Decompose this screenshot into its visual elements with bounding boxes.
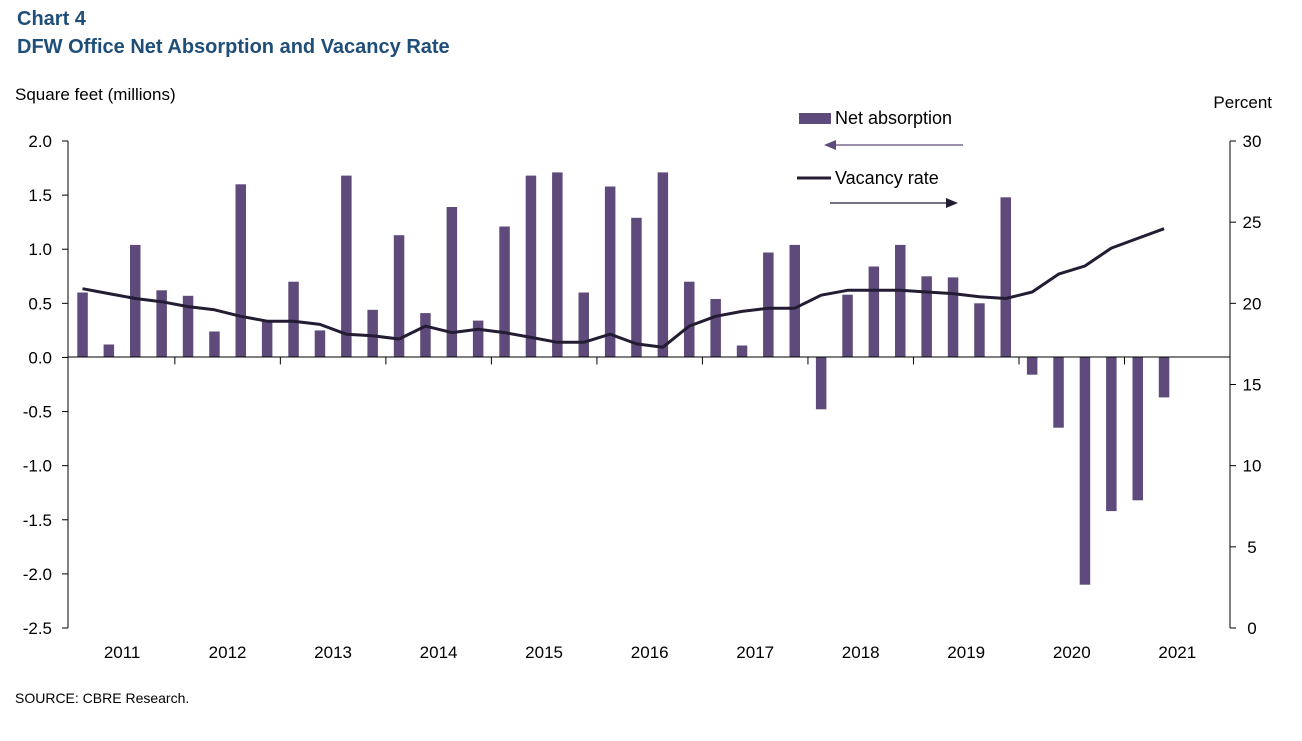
legend-bar-label: Net absorption bbox=[835, 108, 952, 128]
net-absorption-bar bbox=[684, 281, 695, 358]
net-absorption-bar bbox=[921, 276, 932, 358]
source-note: SOURCE: CBRE Research. bbox=[15, 690, 190, 706]
year-tick-label: 2015 bbox=[525, 643, 563, 662]
year-tick-label: 2020 bbox=[1053, 643, 1091, 662]
net-absorption-bar bbox=[895, 244, 906, 358]
right-tick-label: 5 bbox=[1247, 538, 1256, 557]
net-absorption-bar bbox=[1132, 357, 1143, 501]
left-tick-label: 1.5 bbox=[28, 186, 52, 205]
left-tick-label: -2.0 bbox=[23, 565, 52, 584]
right-tick-label: 15 bbox=[1243, 376, 1262, 395]
vacancy-rate-line bbox=[82, 227, 1165, 349]
net-absorption-bar bbox=[314, 330, 326, 358]
net-absorption-bar bbox=[130, 244, 141, 358]
net-absorption-bar bbox=[868, 266, 880, 358]
net-absorption-bar bbox=[789, 244, 800, 358]
net-absorption-bar bbox=[156, 290, 167, 358]
year-tick-label: 2016 bbox=[631, 643, 669, 662]
net-absorption-bar bbox=[182, 295, 194, 358]
left-tick-label: -1.0 bbox=[23, 457, 52, 476]
net-absorption-bar bbox=[103, 344, 115, 358]
left-tick-label: 2.0 bbox=[28, 132, 52, 151]
right-tick-label: 25 bbox=[1243, 213, 1262, 232]
net-absorption-bar bbox=[446, 207, 458, 358]
net-absorption-bar bbox=[1079, 357, 1091, 585]
net-absorption-bar bbox=[736, 345, 748, 358]
y-axis-left-label: Square feet (millions) bbox=[15, 85, 176, 104]
year-tick-label: 2017 bbox=[736, 643, 774, 662]
right-tick-label: 10 bbox=[1243, 457, 1262, 476]
year-tick-label: 2018 bbox=[842, 643, 880, 662]
net-absorption-bar bbox=[631, 217, 642, 358]
net-absorption-bar bbox=[367, 309, 378, 358]
net-absorption-bar bbox=[341, 175, 352, 358]
right-tick-labels: 30 25 20 15 10 5 0 bbox=[1230, 132, 1261, 638]
year-tick-label: 2019 bbox=[947, 643, 985, 662]
net-absorption-bar bbox=[1106, 357, 1117, 512]
year-tick-label: 2021 bbox=[1158, 643, 1196, 662]
net-absorption-bar bbox=[1158, 357, 1170, 398]
net-absorption-bar bbox=[420, 313, 431, 358]
net-absorption-bar bbox=[288, 281, 299, 358]
right-tick-label: 20 bbox=[1243, 294, 1262, 313]
net-absorption-bar bbox=[472, 320, 484, 358]
net-absorption-bar bbox=[393, 235, 405, 358]
bar-series bbox=[77, 172, 1170, 585]
net-absorption-bar bbox=[1000, 197, 1011, 358]
right-tick-label: 30 bbox=[1243, 132, 1262, 151]
right-tick-label: 0 bbox=[1247, 619, 1256, 638]
net-absorption-bar bbox=[525, 175, 537, 358]
legend-right-arrow-head bbox=[946, 198, 958, 208]
net-absorption-bar bbox=[261, 320, 273, 358]
year-tick-labels: 2011 2012 2013 2014 2015 2016 2017 2018 2019 2020… bbox=[104, 357, 1196, 662]
chart-label: Chart 4 bbox=[17, 8, 86, 30]
net-absorption-bar bbox=[657, 172, 669, 358]
chart-title: DFW Office Net Absorption and Vacancy Ra… bbox=[17, 36, 450, 58]
year-tick-label: 2012 bbox=[209, 643, 247, 662]
left-tick-label: -2.5 bbox=[23, 619, 52, 638]
net-absorption-bar bbox=[1053, 357, 1064, 428]
net-absorption-bar bbox=[552, 172, 563, 358]
net-absorption-bar bbox=[578, 292, 589, 358]
year-tick-label: 2013 bbox=[314, 643, 352, 662]
left-tick-label: 1.0 bbox=[28, 240, 52, 259]
legend-left-arrow-head bbox=[824, 140, 836, 150]
y-axis-right-label: Percent bbox=[1213, 93, 1272, 112]
net-absorption-bar bbox=[604, 186, 616, 358]
net-absorption-bar bbox=[235, 184, 246, 358]
left-tick-label: 0.5 bbox=[28, 294, 52, 313]
legend-bar-swatch bbox=[799, 113, 831, 124]
net-absorption-bar bbox=[763, 252, 774, 358]
year-tick-label: 2011 bbox=[104, 643, 141, 662]
net-absorption-bar bbox=[1026, 357, 1038, 375]
left-tick-label: 0.0 bbox=[28, 348, 52, 367]
left-tick-labels: 2.0 1.5 1.0 0.5 0.0 -0.5 -1.0 -1.5 -2.0 -2.5 bbox=[23, 132, 68, 638]
legend: Net absorption Vacancy rate bbox=[797, 108, 963, 208]
left-tick-label: -1.5 bbox=[23, 511, 52, 530]
net-absorption-bar bbox=[77, 292, 88, 358]
net-absorption-bar bbox=[815, 357, 827, 410]
net-absorption-bar bbox=[209, 331, 220, 358]
net-absorption-bar bbox=[947, 277, 959, 358]
year-tick-label: 2014 bbox=[420, 643, 458, 662]
left-tick-label: -0.5 bbox=[23, 403, 52, 422]
net-absorption-bar bbox=[710, 299, 721, 358]
net-absorption-bar bbox=[974, 303, 985, 358]
net-absorption-bar bbox=[842, 294, 853, 358]
legend-line-label: Vacancy rate bbox=[835, 168, 939, 188]
net-absorption-bar bbox=[499, 226, 510, 358]
